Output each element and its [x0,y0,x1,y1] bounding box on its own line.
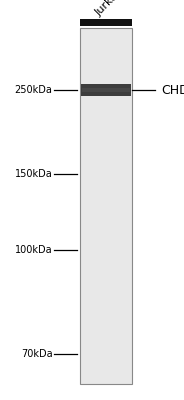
Text: 250kDa: 250kDa [15,85,52,95]
Bar [82,88,130,92]
Bar [81,84,131,96]
Text: 70kDa: 70kDa [21,349,52,359]
Text: 100kDa: 100kDa [15,245,52,255]
Text: 150kDa: 150kDa [15,169,52,179]
Bar [80,19,132,26]
Text: Jurkat: Jurkat [93,0,123,18]
Text: CHD1: CHD1 [161,84,184,96]
Bar [80,28,132,384]
